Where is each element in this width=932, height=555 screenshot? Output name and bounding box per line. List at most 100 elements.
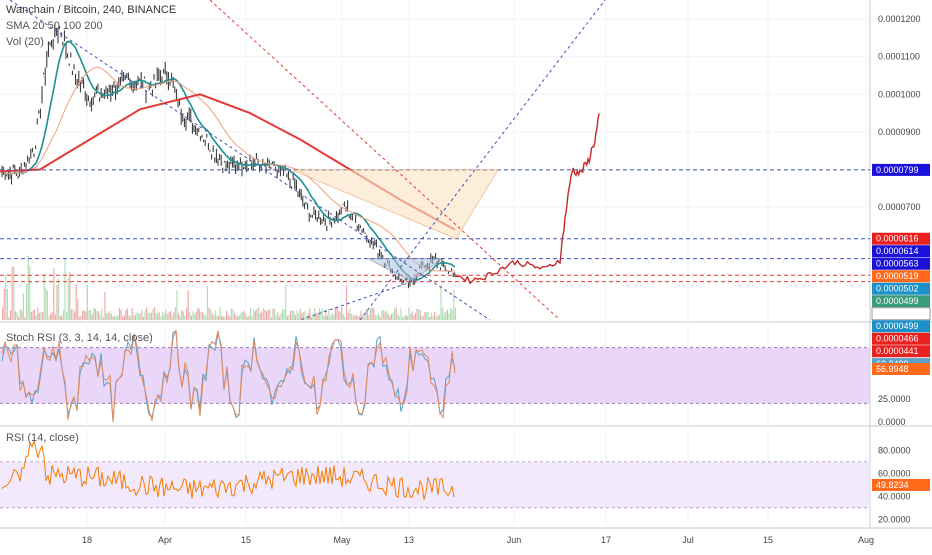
volume-bar: [51, 311, 53, 320]
volume-legend[interactable]: Vol (20): [6, 36, 44, 48]
price-tag-label: 0.0000466: [876, 334, 919, 344]
volume-bar: [96, 311, 98, 320]
price-tag: 0.0000614: [872, 245, 930, 258]
volume-bar: [10, 310, 12, 320]
volume-bar: [224, 316, 226, 320]
price-tag-bg: [872, 245, 930, 258]
price-tag: 0.0000441: [872, 345, 930, 358]
trendline-low: [299, 281, 413, 321]
volume-bar: [90, 310, 92, 320]
volume-bar: [341, 307, 343, 320]
volume-bar: [373, 307, 375, 320]
volume-bar: [131, 307, 133, 320]
volume-bar: [304, 311, 306, 320]
volume-bar: [184, 315, 186, 320]
volume-bar: [58, 278, 60, 320]
rsi-value-tag-label: 49.8234: [876, 480, 909, 490]
volume-bar: [283, 309, 285, 320]
volume-bar: [3, 288, 5, 320]
volume-bar: [442, 307, 444, 320]
volume-bar: [379, 316, 381, 320]
volume-bar: [395, 307, 397, 320]
volume-bar: [2, 307, 4, 320]
price-tag-label: 0.0000616: [876, 234, 919, 244]
volume-bar: [104, 291, 106, 320]
volume-bar: [246, 316, 248, 320]
volume-bar: [309, 308, 311, 320]
volume-bar: [240, 312, 242, 320]
volume-bar: [67, 278, 69, 320]
x-tick-label: 17: [601, 535, 611, 545]
rsi-y-tick: 20.0000: [878, 514, 911, 524]
volume-bar: [403, 316, 405, 320]
volume-bar: [43, 273, 45, 320]
volume-bar: [6, 288, 8, 320]
volume-bar: [136, 312, 138, 320]
y-tick-label: 0.0000900: [878, 127, 921, 137]
volume-bar: [416, 308, 418, 320]
volume-bar: [235, 316, 237, 320]
price-tag-label: 01:35:10: [876, 309, 911, 319]
volume-bar: [182, 311, 184, 320]
stoch-rsi-title[interactable]: Stoch RSI (3, 3, 14, 14, close): [6, 332, 153, 344]
volume-bar: [386, 310, 388, 320]
volume-bar: [174, 307, 176, 320]
x-tick-label: 15: [241, 535, 251, 545]
volume-bar: [37, 307, 39, 320]
volume-bar: [221, 315, 223, 320]
volume-bar: [376, 315, 378, 320]
volume-bar: [323, 315, 325, 320]
volume-bar: [413, 315, 415, 320]
volume-bar: [245, 313, 247, 320]
volume-bar: [330, 316, 332, 320]
x-tick-label: Apr: [158, 535, 172, 545]
volume-bar: [334, 307, 336, 320]
volume-bar: [107, 312, 109, 320]
volume-bar: [453, 289, 455, 320]
volume-bar: [310, 316, 312, 320]
price-tag-bg: [872, 257, 930, 270]
volume-bar: [419, 309, 421, 320]
volume-bar: [94, 308, 96, 320]
volume-bar: [114, 315, 116, 320]
volume-bar: [194, 314, 196, 320]
volume-bar: [189, 312, 191, 320]
volume-bar: [266, 311, 268, 320]
price-tag: 0.0000499: [872, 295, 930, 308]
volume-bar: [432, 316, 434, 320]
volume-bar: [274, 309, 276, 320]
volume-bar: [162, 311, 164, 320]
volume-bar: [202, 311, 204, 320]
volume-bar: [200, 312, 202, 320]
triangle-lower: [367, 258, 444, 283]
volume-bar: [14, 311, 16, 320]
volume-bar: [109, 310, 111, 320]
volume-bar: [13, 266, 15, 320]
volume-bar: [285, 284, 287, 320]
volume-bar: [368, 314, 370, 320]
volume-bar: [123, 315, 125, 320]
volume-bar: [422, 315, 424, 320]
price-tag-bg: [872, 270, 930, 283]
volume-bar: [179, 316, 181, 320]
sma-legend[interactable]: SMA 20 50 100 200: [6, 20, 103, 32]
rsi-y-tick: 60.0000: [878, 468, 911, 478]
volume-bar: [120, 309, 122, 320]
volume-bar: [173, 312, 175, 320]
volume-bar: [264, 309, 266, 320]
volume-bar: [197, 307, 199, 320]
rsi-band: [0, 461, 870, 508]
volume-bar: [171, 315, 173, 320]
rsi-title[interactable]: RSI (14, close): [6, 432, 79, 444]
volume-bar: [331, 312, 333, 320]
volume-bar: [144, 310, 146, 320]
volume-bar: [21, 311, 23, 320]
volume-bar: [438, 314, 440, 320]
volume-bar: [130, 316, 132, 320]
volume-bar: [270, 316, 272, 320]
volume-bar: [282, 309, 284, 320]
volume-bar: [195, 311, 197, 320]
volume-bar: [66, 312, 68, 320]
